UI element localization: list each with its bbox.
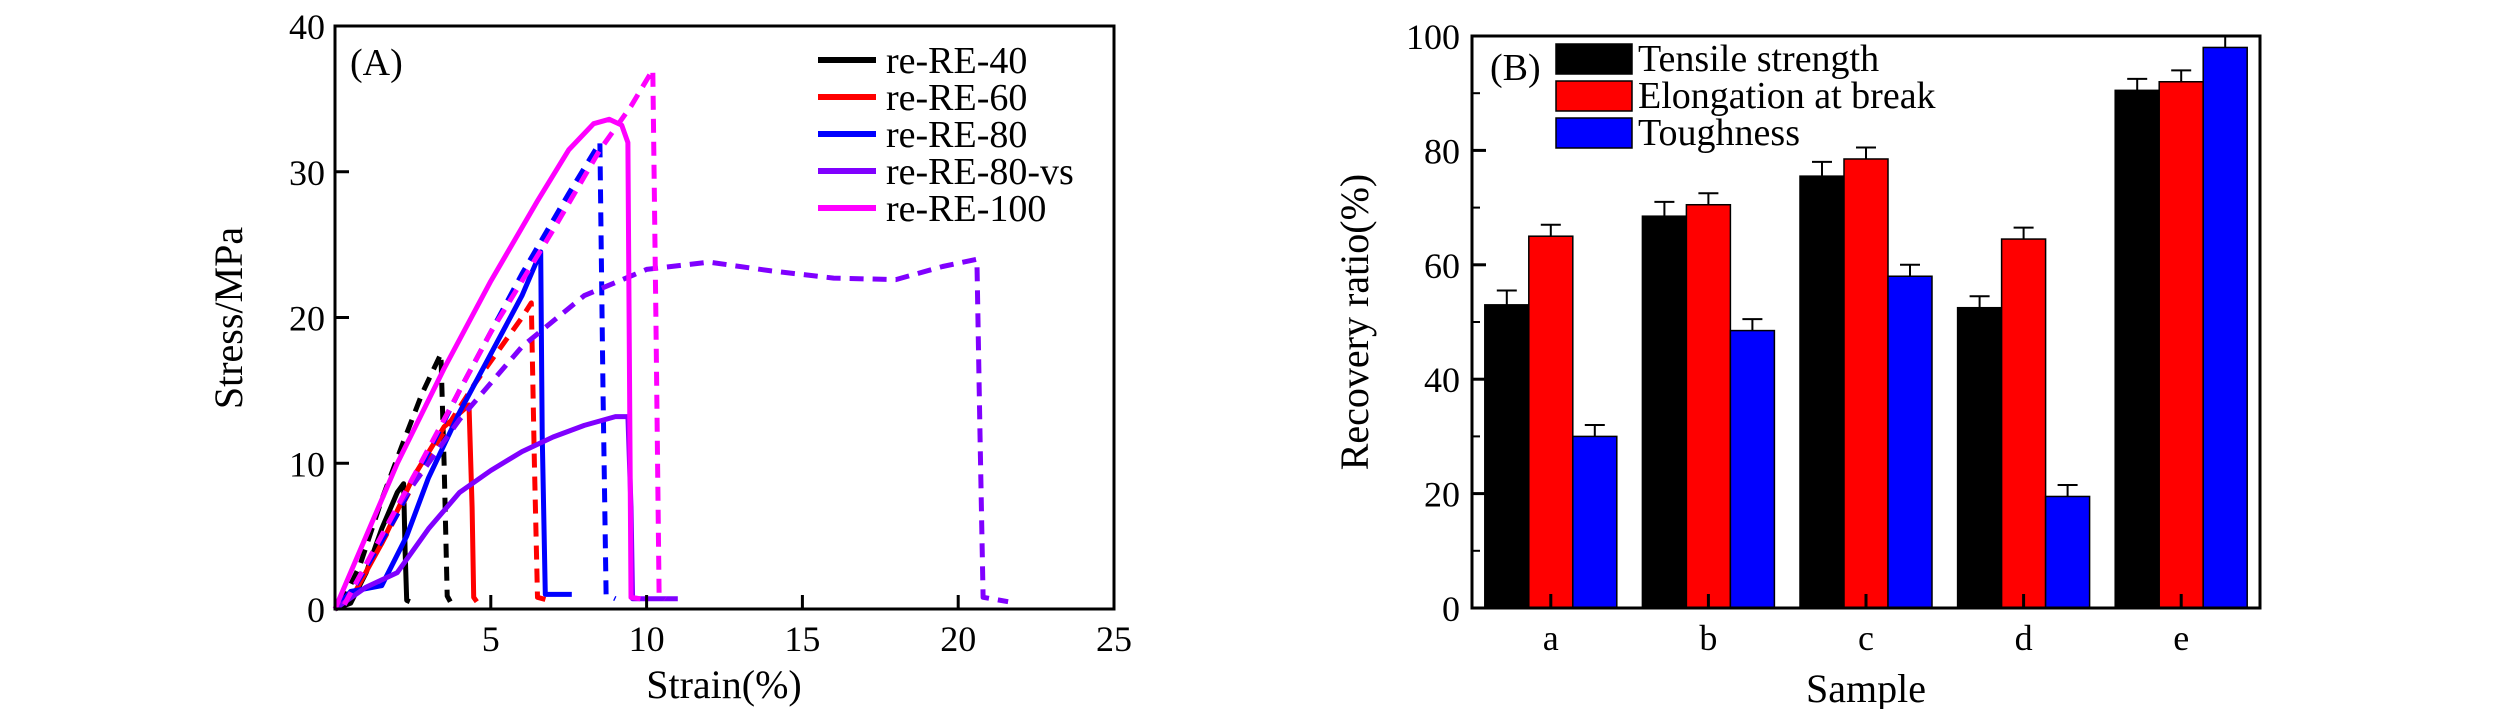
- legend-label-2: re-RE-60: [886, 77, 1027, 119]
- legend-swatch-3: [1555, 117, 1633, 149]
- bar-a-2: [1528, 235, 1574, 609]
- x-tick-label-3: 15: [784, 619, 820, 659]
- series-line-dashed-4: [342, 256, 1009, 606]
- legend-label-5: re-RE-100: [886, 188, 1046, 230]
- x-tick-label-c: c: [1858, 618, 1874, 658]
- panel-a-ticks: 5 10 15 20 25 0 10 20 30 40: [289, 7, 1132, 659]
- panel-b-label: (B): [1490, 47, 1541, 89]
- x-tick-label-b: b: [1699, 618, 1717, 658]
- panel-a-x-axis-title: Strain(%): [646, 662, 802, 707]
- series-line-dashed-1: [338, 351, 453, 606]
- x-tick-label-5: 25: [1096, 619, 1132, 659]
- x-tick-label-d: d: [2015, 618, 2033, 658]
- legend-swatch-2: [1555, 80, 1633, 112]
- y-tick-label-4: 30: [289, 153, 325, 193]
- x-tick-label-2: 10: [629, 619, 665, 659]
- bar-a-3: [1572, 435, 1618, 609]
- legend-label-4: re-RE-80-vs: [886, 151, 1074, 193]
- bar-c-2: [1843, 158, 1889, 609]
- legend-label-2: Elongation at break: [1638, 75, 1936, 117]
- legend-label-1: re-RE-40: [886, 40, 1027, 82]
- y-tick-label-5: 40: [289, 7, 325, 47]
- bar-b-2: [1685, 203, 1732, 609]
- y-tick-label-5: 80: [1424, 131, 1460, 171]
- bar-b-3: [1729, 329, 1776, 609]
- bar-b-1: [1641, 215, 1688, 609]
- y-tick-label-3: 40: [1424, 360, 1460, 400]
- panel-a-series-group: [332, 67, 1009, 612]
- panel-b-bar-chart: a b c d e 0 20 40 60 80 100 (B) Sample Recovery ra…: [1332, 17, 2262, 709]
- x-tick-label-1: 5: [482, 619, 500, 659]
- legend-swatch-1: [1555, 43, 1633, 75]
- y-tick-label-6: 100: [1406, 17, 1460, 57]
- bar-c-1: [1799, 175, 1845, 609]
- legend-label-3: re-RE-80: [886, 114, 1027, 156]
- y-tick-label-2: 20: [1424, 475, 1460, 515]
- bar-e-3: [2202, 46, 2248, 609]
- y-tick-label-1: 0: [1442, 589, 1460, 629]
- bar-d-3: [2044, 495, 2091, 609]
- bar-e-1: [2114, 89, 2160, 609]
- bar-c-3: [1887, 275, 1933, 609]
- panel-b-y-axis-title: Recovery ratio(%): [1332, 174, 1377, 471]
- x-tick-label-4: 20: [940, 619, 976, 659]
- y-tick-label-4: 60: [1424, 246, 1460, 286]
- x-tick-label-a: a: [1543, 618, 1559, 658]
- y-tick-label-2: 10: [289, 444, 325, 484]
- series-line-solid-3: [333, 249, 572, 611]
- bar-e-2: [2158, 81, 2204, 609]
- panel-a-legend: re-RE-40re-RE-60re-RE-80re-RE-80-vsre-RE…: [818, 40, 1074, 230]
- bar-d-1: [1956, 306, 2003, 609]
- panel-a-line-chart: 5 10 15 20 25 0 10 20 30 40 (A) Strain(%) Stress/…: [206, 7, 1132, 707]
- panel-b-bars-group: [1484, 35, 2248, 609]
- panel-b-ticks: a b c d e 0 20 40 60 80 100: [1406, 17, 2189, 658]
- panel-a-y-axis-title: Stress/MPa: [206, 227, 251, 409]
- bar-d-2: [2000, 238, 2047, 609]
- series-line-solid-5: [332, 116, 641, 610]
- panel-a-label: (A): [350, 42, 403, 84]
- legend-label-3: Toughness: [1638, 112, 1800, 154]
- y-tick-label-1: 0: [307, 590, 325, 630]
- x-tick-label-e: e: [2173, 618, 2189, 658]
- panel-b-x-axis-title: Sample: [1806, 666, 1926, 709]
- y-tick-label-3: 20: [289, 299, 325, 339]
- legend-label-1: Tensile strength: [1638, 38, 1879, 80]
- bar-a-1: [1484, 304, 1530, 609]
